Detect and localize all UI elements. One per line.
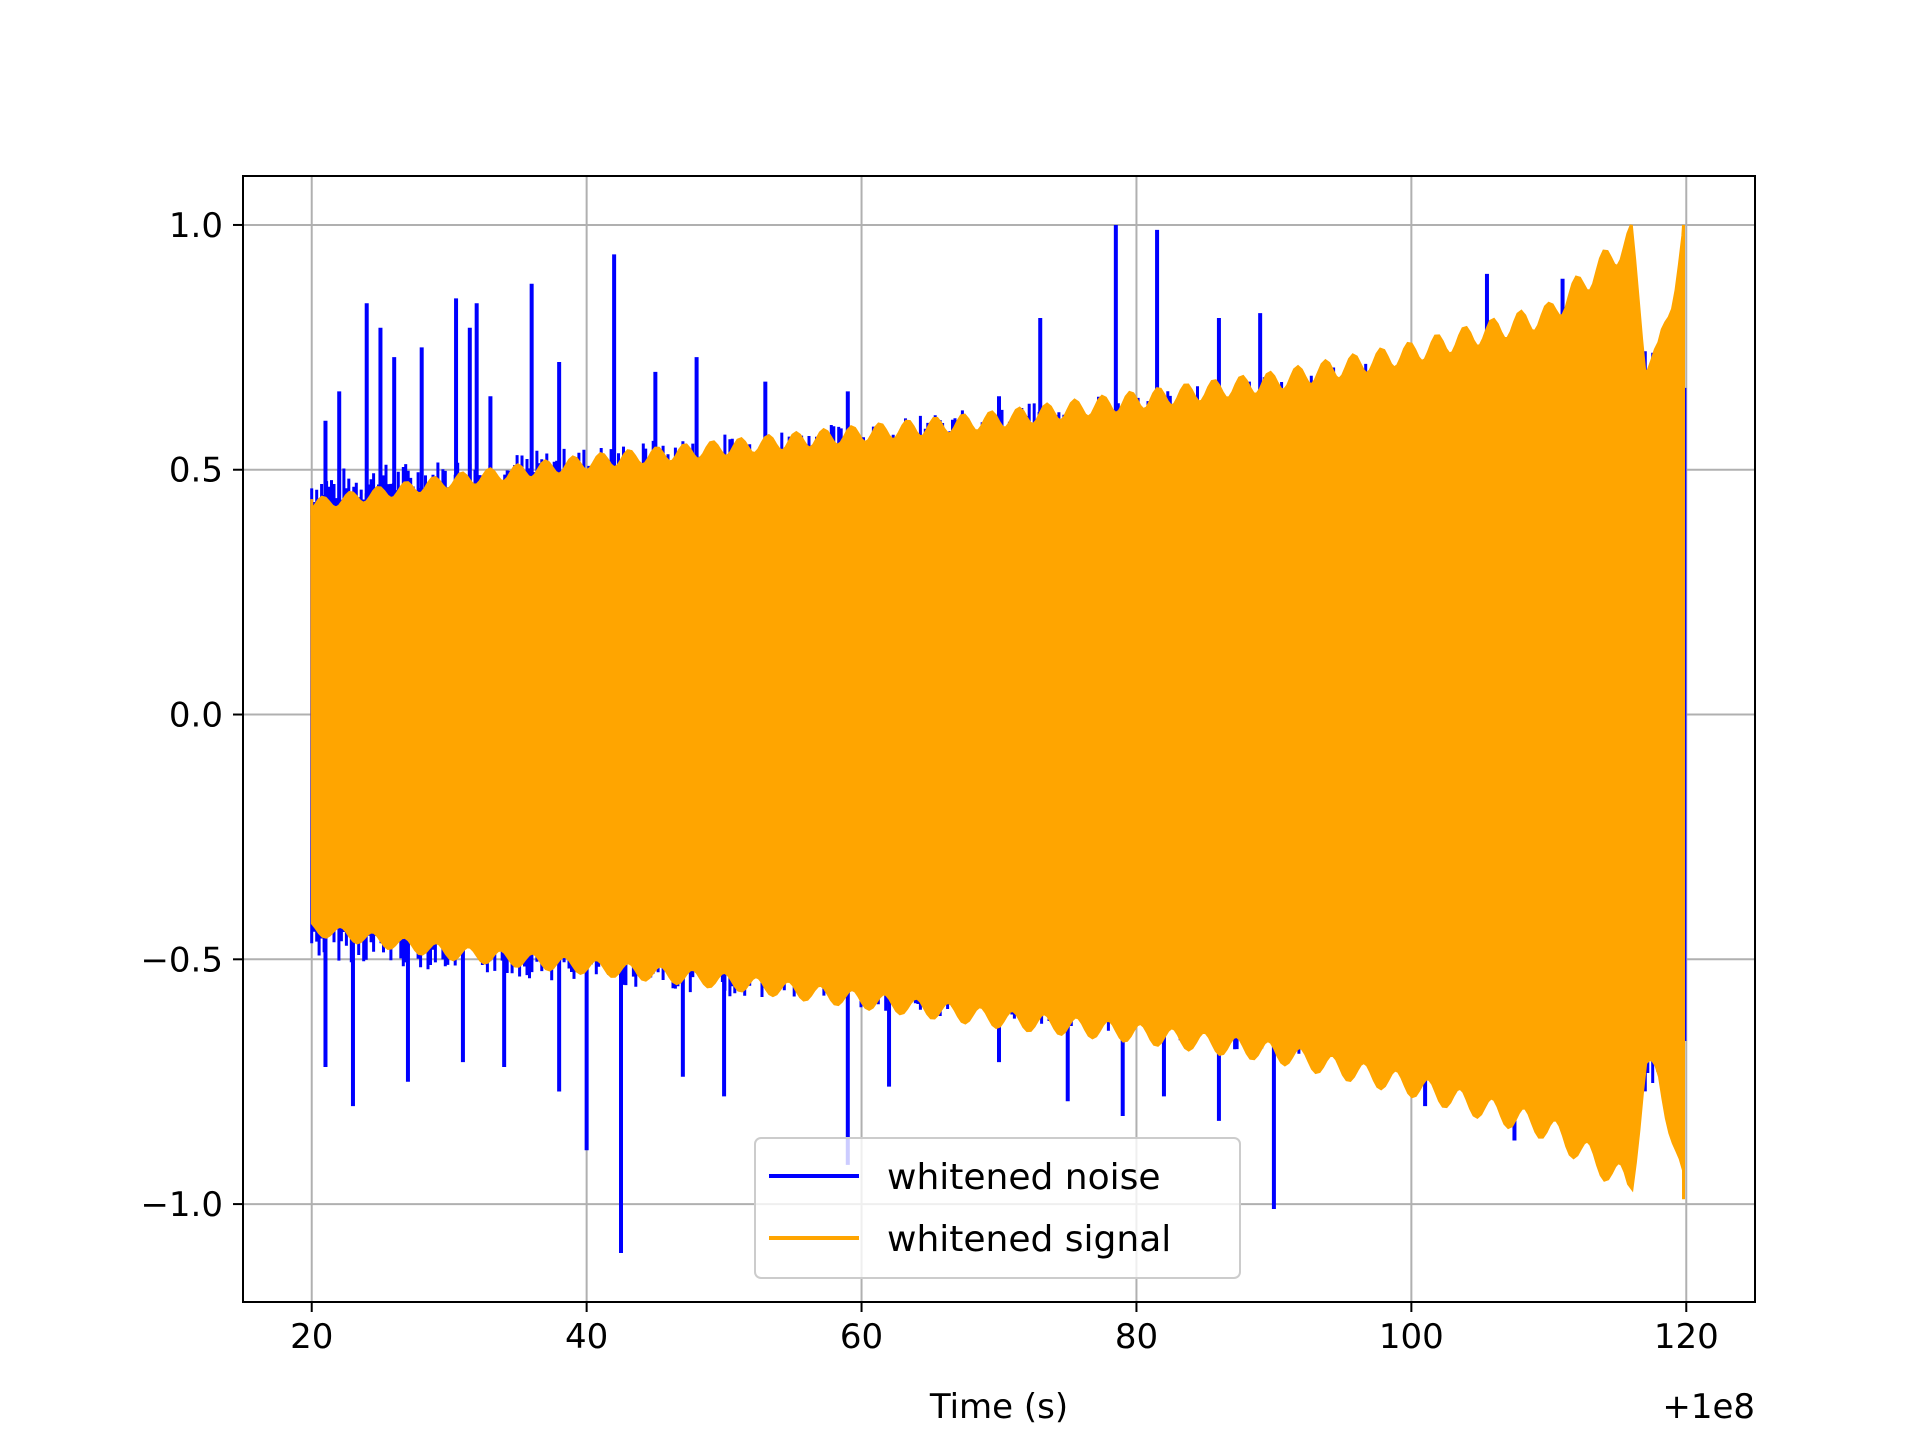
legend-label-whitened-noise: whitened noise bbox=[887, 1157, 1161, 1198]
legend-label-whitened-signal: whitened signal bbox=[887, 1219, 1171, 1260]
x-axis-offset-label: +1e8 bbox=[1662, 1387, 1755, 1427]
x-tick-label: 80 bbox=[1115, 1317, 1158, 1357]
x-tick-label: 60 bbox=[840, 1317, 883, 1357]
ticks: 20 40 60 80 100 120 −1.0 −0.5 0.0 0.5 1.0 bbox=[140, 206, 1718, 1357]
plot-frame bbox=[242, 175, 1756, 1303]
y-tick-label: 1.0 bbox=[169, 206, 223, 246]
signal-body bbox=[310, 224, 1686, 1200]
legend: whitened noise whitened signal bbox=[754, 1137, 1241, 1279]
x-tick-label: 40 bbox=[565, 1317, 608, 1357]
legend-box bbox=[754, 1137, 1241, 1279]
y-tick-label: 0.5 bbox=[169, 451, 223, 491]
y-tick-label: 0.0 bbox=[169, 696, 223, 736]
y-tick-label: −1.0 bbox=[140, 1185, 223, 1225]
x-tick-label: 120 bbox=[1654, 1317, 1719, 1357]
x-axis-label: Time (s) bbox=[929, 1387, 1068, 1427]
series-layer bbox=[310, 224, 1687, 1254]
y-tick-label: −0.5 bbox=[140, 940, 223, 980]
series-whitened-signal bbox=[310, 224, 1686, 1200]
x-tick-label: 100 bbox=[1379, 1317, 1444, 1357]
x-tick-label: 20 bbox=[290, 1317, 333, 1357]
